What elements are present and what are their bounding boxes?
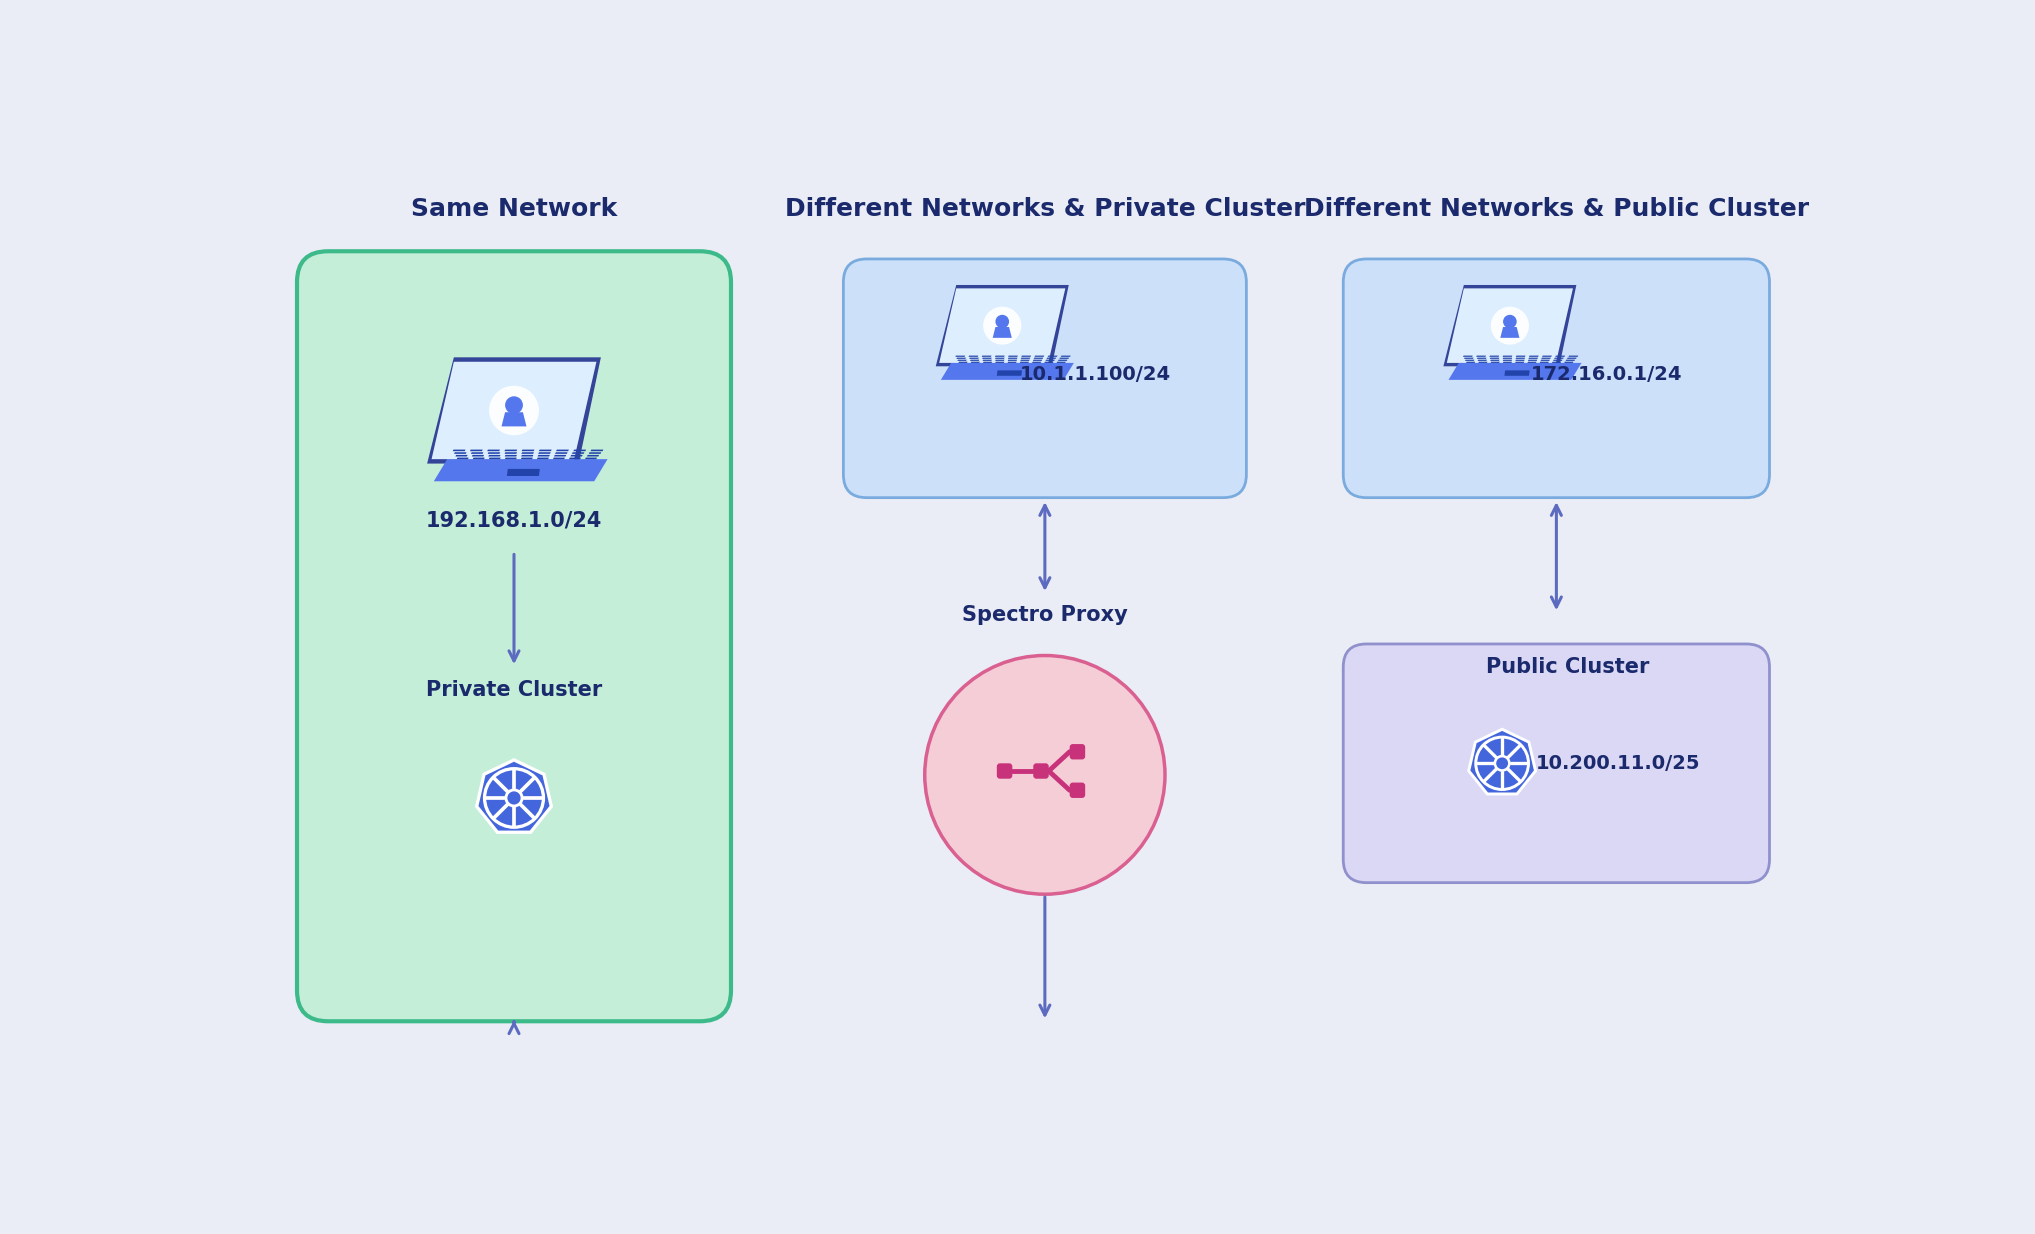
- Polygon shape: [554, 455, 566, 457]
- Polygon shape: [997, 370, 1022, 376]
- Polygon shape: [505, 458, 517, 459]
- Polygon shape: [586, 458, 596, 459]
- Polygon shape: [486, 449, 501, 452]
- Polygon shape: [456, 458, 468, 459]
- Polygon shape: [521, 449, 535, 452]
- Circle shape: [507, 791, 521, 805]
- Polygon shape: [501, 412, 527, 427]
- Polygon shape: [521, 452, 533, 454]
- Polygon shape: [456, 455, 468, 457]
- Polygon shape: [940, 363, 1074, 380]
- Polygon shape: [1500, 327, 1520, 338]
- Polygon shape: [521, 455, 533, 457]
- Polygon shape: [472, 455, 484, 457]
- Text: Different Networks & Private Cluster: Different Networks & Private Cluster: [786, 197, 1304, 221]
- Text: Private Cluster: Private Cluster: [425, 680, 602, 700]
- FancyBboxPatch shape: [842, 259, 1245, 497]
- Text: Different Networks & Public Cluster: Different Networks & Public Cluster: [1304, 197, 1809, 221]
- Polygon shape: [488, 452, 501, 454]
- Polygon shape: [488, 458, 501, 459]
- Polygon shape: [521, 458, 533, 459]
- Circle shape: [1504, 315, 1516, 328]
- Circle shape: [1494, 755, 1510, 771]
- Polygon shape: [476, 760, 551, 832]
- Polygon shape: [556, 449, 570, 452]
- Polygon shape: [586, 455, 598, 457]
- Text: Spectro Proxy: Spectro Proxy: [963, 605, 1127, 624]
- Polygon shape: [537, 458, 549, 459]
- Circle shape: [488, 386, 539, 436]
- Polygon shape: [570, 458, 580, 459]
- FancyBboxPatch shape: [1343, 259, 1770, 497]
- Text: Public Cluster: Public Cluster: [1486, 656, 1650, 677]
- Text: 10.1.1.100/24: 10.1.1.100/24: [1020, 365, 1170, 384]
- Polygon shape: [993, 327, 1011, 338]
- Circle shape: [505, 789, 523, 807]
- Circle shape: [505, 396, 523, 413]
- FancyBboxPatch shape: [997, 764, 1011, 779]
- Circle shape: [995, 315, 1009, 328]
- Polygon shape: [431, 362, 596, 459]
- Circle shape: [983, 307, 1022, 344]
- Polygon shape: [454, 452, 466, 454]
- Polygon shape: [572, 452, 584, 454]
- Text: 172.16.0.1/24: 172.16.0.1/24: [1530, 365, 1683, 384]
- Polygon shape: [554, 458, 566, 459]
- Polygon shape: [470, 452, 484, 454]
- Circle shape: [1496, 758, 1508, 769]
- Polygon shape: [570, 455, 582, 457]
- Circle shape: [924, 655, 1164, 895]
- Polygon shape: [1443, 285, 1577, 366]
- Polygon shape: [507, 469, 539, 476]
- FancyBboxPatch shape: [1034, 764, 1048, 779]
- Polygon shape: [1469, 729, 1536, 793]
- Polygon shape: [940, 289, 1066, 363]
- Polygon shape: [427, 358, 600, 464]
- Polygon shape: [556, 452, 568, 454]
- Polygon shape: [936, 285, 1068, 366]
- FancyBboxPatch shape: [1070, 744, 1085, 759]
- Polygon shape: [539, 449, 551, 452]
- Polygon shape: [588, 452, 600, 454]
- Polygon shape: [505, 452, 517, 454]
- Text: Same Network: Same Network: [411, 197, 617, 221]
- Polygon shape: [505, 455, 517, 457]
- Polygon shape: [470, 449, 482, 452]
- Polygon shape: [1504, 370, 1530, 376]
- Polygon shape: [1449, 363, 1581, 380]
- FancyBboxPatch shape: [297, 252, 731, 1022]
- Polygon shape: [488, 455, 501, 457]
- Polygon shape: [590, 449, 602, 452]
- Polygon shape: [505, 449, 517, 452]
- Polygon shape: [537, 455, 549, 457]
- FancyBboxPatch shape: [1070, 782, 1085, 798]
- Polygon shape: [1447, 289, 1573, 363]
- Circle shape: [1492, 307, 1528, 344]
- Polygon shape: [574, 449, 586, 452]
- Polygon shape: [433, 459, 608, 481]
- Polygon shape: [472, 458, 484, 459]
- Text: 192.168.1.0/24: 192.168.1.0/24: [425, 511, 602, 531]
- Text: 10.200.11.0/25: 10.200.11.0/25: [1536, 754, 1701, 772]
- Polygon shape: [452, 449, 466, 452]
- Polygon shape: [537, 452, 551, 454]
- FancyBboxPatch shape: [1343, 644, 1770, 882]
